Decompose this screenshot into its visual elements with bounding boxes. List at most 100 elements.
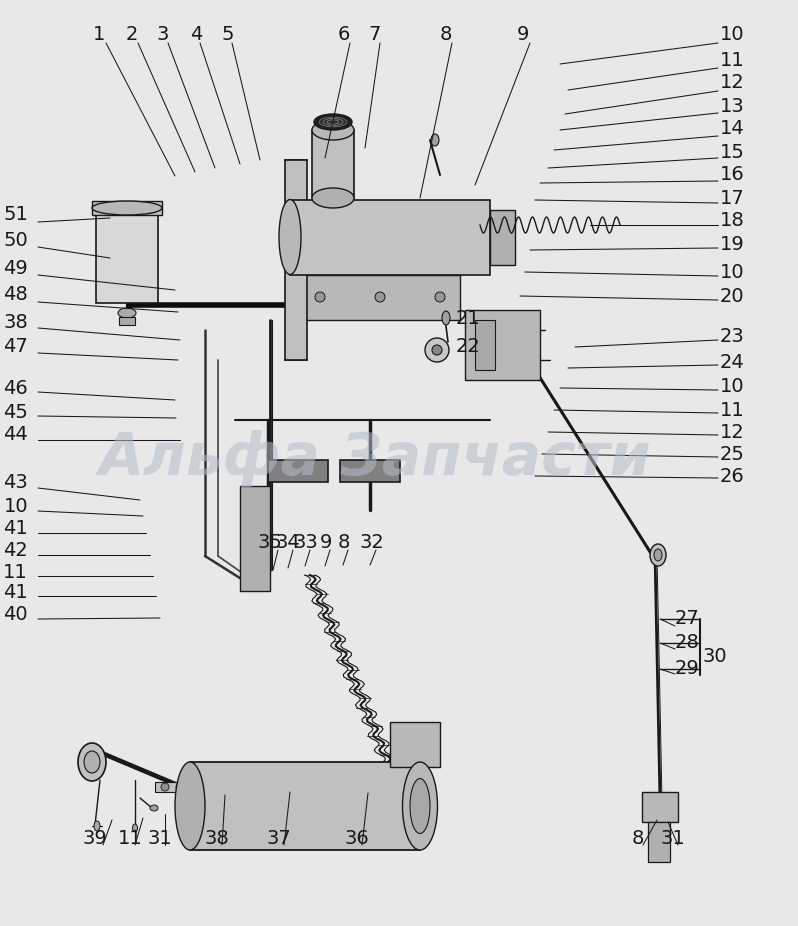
Bar [312, 130, 354, 198]
Text: 17: 17 [720, 189, 745, 207]
Ellipse shape [650, 544, 666, 566]
Text: 11: 11 [3, 562, 28, 582]
Text: 30: 30 [703, 646, 728, 666]
Text: 3: 3 [157, 26, 169, 44]
Bar [340, 460, 400, 482]
Circle shape [425, 338, 449, 362]
Bar [490, 210, 515, 265]
Text: 13: 13 [720, 96, 745, 116]
Circle shape [515, 325, 525, 335]
Text: 39: 39 [83, 829, 108, 847]
Circle shape [509, 339, 521, 351]
Text: 27: 27 [675, 609, 700, 629]
Circle shape [402, 732, 418, 748]
Text: 9: 9 [517, 26, 529, 44]
Ellipse shape [312, 120, 354, 140]
Text: 2: 2 [126, 26, 138, 44]
Text: 42: 42 [3, 542, 28, 560]
Text: 26: 26 [720, 467, 745, 485]
Circle shape [510, 355, 520, 365]
Text: 25: 25 [720, 444, 745, 464]
Bar [155, 782, 197, 792]
Ellipse shape [410, 779, 430, 833]
Text: 5: 5 [222, 26, 235, 44]
Text: 8: 8 [440, 26, 452, 44]
Bar [285, 160, 307, 360]
Text: 1: 1 [93, 26, 105, 44]
Text: 8: 8 [632, 829, 644, 847]
Text: 33: 33 [294, 533, 318, 553]
Text: 15: 15 [720, 143, 745, 161]
Text: 34: 34 [275, 533, 300, 553]
Circle shape [503, 333, 527, 357]
Bar [300, 275, 460, 320]
Circle shape [176, 783, 184, 791]
Text: 7: 7 [369, 26, 381, 44]
Circle shape [505, 313, 515, 323]
Ellipse shape [84, 751, 100, 773]
Text: 22: 22 [456, 336, 480, 356]
Text: Альфа Запчасти: Альфа Запчасти [99, 430, 651, 487]
Text: 12: 12 [720, 73, 745, 93]
Text: 45: 45 [3, 403, 28, 421]
Text: 4: 4 [190, 26, 202, 44]
Text: 10: 10 [720, 262, 745, 282]
Text: 37: 37 [267, 829, 291, 847]
Text: 38: 38 [3, 312, 28, 332]
Circle shape [503, 343, 513, 353]
Text: 24: 24 [720, 353, 745, 371]
Circle shape [410, 784, 416, 790]
Bar [119, 317, 135, 325]
Ellipse shape [314, 114, 352, 130]
Text: 16: 16 [720, 166, 745, 184]
Circle shape [410, 822, 416, 828]
Bar [642, 792, 678, 822]
Bar [290, 200, 490, 275]
Text: 36: 36 [345, 829, 369, 847]
Ellipse shape [442, 311, 450, 325]
Circle shape [424, 784, 430, 790]
Ellipse shape [431, 134, 439, 146]
Text: 20: 20 [720, 287, 745, 307]
Text: 28: 28 [675, 633, 700, 653]
Ellipse shape [78, 743, 106, 781]
Text: 8: 8 [338, 533, 350, 553]
Bar [190, 762, 420, 850]
Text: 10: 10 [720, 26, 745, 44]
Text: 41: 41 [3, 519, 28, 539]
Circle shape [653, 800, 667, 814]
Circle shape [435, 292, 445, 302]
Text: 44: 44 [3, 426, 28, 444]
Bar [96, 213, 158, 303]
Ellipse shape [94, 821, 100, 831]
Circle shape [432, 345, 442, 355]
Text: 10: 10 [720, 378, 745, 396]
Text: 10: 10 [3, 497, 28, 517]
Circle shape [403, 803, 409, 809]
Ellipse shape [175, 762, 205, 850]
Bar [465, 310, 540, 380]
Text: 21: 21 [456, 308, 480, 328]
Text: 32: 32 [360, 533, 385, 553]
Text: 31: 31 [661, 829, 685, 847]
Ellipse shape [279, 199, 301, 274]
Circle shape [189, 783, 197, 791]
Text: 11: 11 [720, 51, 745, 69]
Text: 46: 46 [3, 379, 28, 397]
Bar [92, 201, 162, 215]
Ellipse shape [150, 805, 158, 811]
Text: 51: 51 [3, 206, 28, 224]
Text: 12: 12 [720, 422, 745, 442]
Ellipse shape [402, 762, 437, 850]
Text: 41: 41 [3, 582, 28, 602]
Bar [648, 822, 670, 862]
Circle shape [424, 822, 430, 828]
Text: 47: 47 [3, 337, 28, 357]
Ellipse shape [654, 549, 662, 561]
Text: 29: 29 [675, 659, 700, 679]
Circle shape [161, 783, 169, 791]
Text: 31: 31 [148, 829, 172, 847]
Ellipse shape [319, 117, 347, 127]
Text: 14: 14 [720, 119, 745, 139]
Circle shape [315, 292, 325, 302]
